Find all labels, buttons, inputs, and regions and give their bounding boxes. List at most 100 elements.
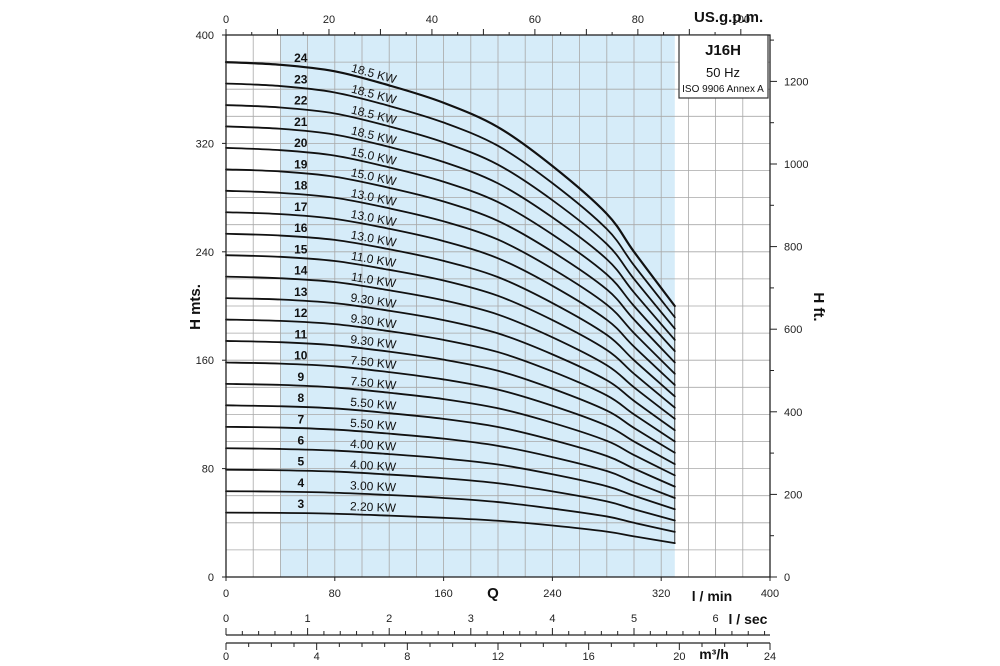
power-label-5: 4.00 KW [350, 457, 397, 474]
power-label-13: 9.30 KW [350, 290, 398, 311]
right-tick-label: 1200 [784, 76, 808, 88]
lsec-tick-label: 5 [631, 613, 637, 625]
left-tick-label: 160 [196, 355, 214, 367]
power-label-6: 4.00 KW [350, 437, 398, 454]
curve-stage-6 [225, 447, 676, 511]
stage-label-24: 24 [294, 51, 308, 65]
stage-label-21: 21 [294, 115, 308, 129]
power-label-3: 2.20 KW [350, 499, 397, 515]
curve-stage-11 [225, 340, 676, 454]
curve-stage-19 [225, 168, 676, 364]
m3h-tick-label: 0 [223, 651, 229, 663]
top-tick-label: 60 [529, 14, 541, 26]
curve-stage-9 [225, 383, 676, 477]
curve-stage-15 [225, 254, 676, 409]
stage-label-20: 20 [294, 136, 308, 150]
right-tick-label: 400 [784, 407, 802, 419]
lsec-axis: 0 1 2 3 4 5 6 [223, 613, 770, 636]
lsec-axis-label: l / sec [729, 611, 768, 627]
power-label-10: 7.50 KW [350, 353, 398, 372]
stage-label-8: 8 [297, 391, 304, 405]
stage-label-10: 10 [294, 349, 308, 363]
right-tick-label: 600 [784, 324, 802, 336]
curve-stage-12 [225, 318, 676, 443]
m3h-tick-label: 16 [583, 651, 595, 663]
top-axis-label: US.g.p.m. [694, 9, 763, 26]
bottom-tick-label: 320 [652, 588, 670, 600]
power-label-8: 5.50 KW [350, 395, 398, 413]
chart-subtitle: 50 Hz [706, 65, 740, 80]
grid [226, 35, 770, 577]
stage-label-5: 5 [297, 455, 304, 469]
curve-stage-17 [225, 211, 676, 386]
stage-label-14: 14 [294, 264, 308, 278]
curve-stage-22 [225, 104, 676, 330]
bottom-tick-label: 400 [761, 588, 779, 600]
curve-stage-16 [225, 232, 676, 398]
curve-stage-8 [225, 404, 676, 488]
stage-label-4: 4 [297, 476, 304, 490]
stage-label-9: 9 [297, 370, 304, 384]
curve-stage-24 [224, 61, 676, 308]
m3h-tick-label: 24 [764, 651, 776, 663]
chart-standard: ISO 9906 Annex A [682, 84, 764, 95]
curve-stage-21 [225, 125, 676, 341]
power-label-9: 7.50 KW [350, 374, 398, 393]
curve-stage-5 [225, 468, 676, 522]
stage-label-17: 17 [294, 200, 308, 214]
stage-label-22: 22 [294, 94, 308, 108]
bottom-tick-label: 160 [434, 588, 452, 600]
top-tick-label: 40 [426, 14, 438, 26]
top-tick-label: 100 [732, 14, 750, 26]
lsec-tick-label: 4 [549, 613, 555, 625]
m3h-axis-label: m³/h [699, 646, 729, 662]
top-tick-label: 20 [323, 14, 335, 26]
m3h-tick-label: 4 [314, 651, 320, 663]
curve-stage-3 [225, 511, 676, 545]
m3h-tick-label: 12 [492, 651, 504, 663]
bottom-axis: 0 80 160 240 320 400 [223, 577, 779, 600]
stage-label-11: 11 [294, 327, 307, 341]
stage-label-7: 7 [297, 412, 304, 426]
curve-stage-4 [225, 490, 676, 533]
curve-stage-14 [225, 275, 676, 420]
curve-stage-13 [225, 297, 676, 432]
plot-frame [225, 34, 771, 578]
power-label-12: 9.30 KW [350, 311, 398, 331]
lsec-tick-label: 6 [713, 613, 719, 625]
bottom-tick-label: 0 [223, 588, 229, 600]
lsec-tick-label: 2 [386, 613, 392, 625]
power-label-7: 5.50 KW [350, 416, 398, 434]
bottom-tick-label: 80 [329, 588, 341, 600]
left-tick-label: 240 [196, 247, 214, 259]
legend-box: J16H 50 Hz ISO 9906 Annex A [678, 34, 769, 99]
curve-stage-10 [225, 361, 676, 466]
stage-label-15: 15 [294, 242, 308, 256]
m3h-axis: 0 4 8 12 16 20 24 [223, 642, 776, 663]
stage-label-13: 13 [294, 285, 308, 299]
chart-title: J16H [705, 42, 741, 59]
curve-stage-18 [225, 189, 676, 375]
stage-label-18: 18 [294, 179, 308, 193]
stage-label-3: 3 [297, 497, 304, 511]
top-tick-label: 80 [632, 14, 644, 26]
curve-stage-23 [225, 82, 676, 319]
lsec-tick-label: 1 [305, 613, 311, 625]
stage-label-16: 16 [294, 221, 308, 235]
top-tick-label: 0 [223, 14, 229, 26]
y-axis-label-right: H ft. [810, 292, 827, 321]
right-axis: 0 200 400 600 800 1000 1200 [770, 39, 808, 584]
left-tick-label: 400 [196, 30, 214, 42]
lsec-tick-label: 3 [468, 613, 474, 625]
power-label-11: 9.30 KW [350, 332, 398, 352]
right-tick-label: 0 [784, 572, 790, 584]
stage-label-19: 19 [294, 157, 308, 171]
left-axis: 0 80 160 240 320 400 [196, 30, 226, 584]
left-tick-label: 320 [196, 138, 214, 150]
stage-label-12: 12 [294, 306, 308, 320]
top-axis: 0 20 40 60 80 100 [223, 14, 750, 35]
left-tick-label: 0 [208, 572, 214, 584]
right-tick-label: 200 [784, 489, 802, 501]
m3h-tick-label: 8 [404, 651, 410, 663]
